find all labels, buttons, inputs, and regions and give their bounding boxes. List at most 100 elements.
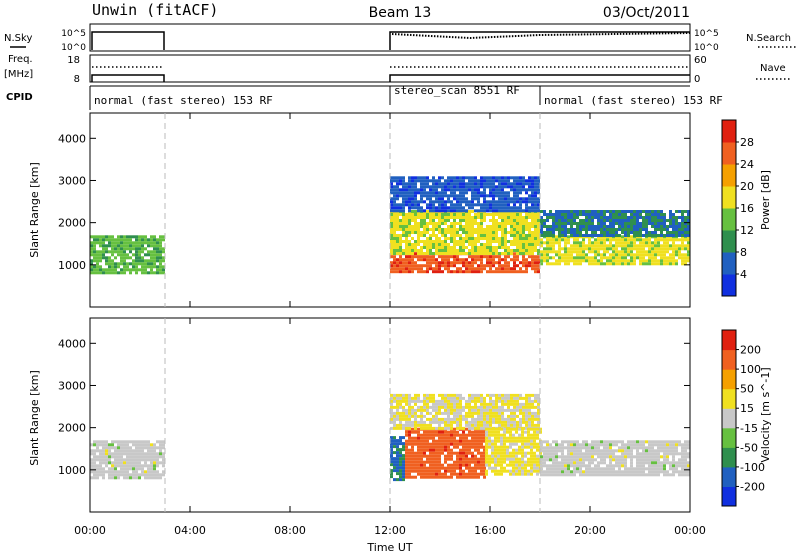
heatmap-cell xyxy=(585,256,588,260)
heatmap-cell xyxy=(405,200,408,204)
heatmap-cell xyxy=(141,262,144,266)
heatmap-cell xyxy=(512,466,515,470)
heatmap-cell xyxy=(540,228,543,231)
heatmap-cell xyxy=(495,252,498,255)
heatmap-cell xyxy=(537,396,540,400)
heatmap-cell xyxy=(426,267,429,271)
heatmap-cell xyxy=(579,219,582,222)
heatmap-cell xyxy=(495,234,498,237)
heatmap-cell xyxy=(414,191,417,195)
heatmap-cell xyxy=(135,476,138,480)
heatmap-cell xyxy=(432,219,435,222)
heatmap-cell xyxy=(525,243,528,246)
heatmap-cell xyxy=(525,246,528,249)
heatmap-cell xyxy=(657,238,660,242)
heatmap-cell xyxy=(438,179,441,183)
heatmap-cell xyxy=(453,225,456,228)
heatmap-cell xyxy=(579,452,582,456)
heatmap-cell xyxy=(399,261,402,265)
heatmap-cell xyxy=(525,206,528,210)
heatmap-cell xyxy=(123,262,126,266)
heatmap-cell xyxy=(513,396,516,400)
heatmap-cell xyxy=(546,464,549,468)
heatmap-cell xyxy=(528,411,531,415)
heatmap-cell xyxy=(450,188,453,192)
heatmap-cell xyxy=(447,231,450,234)
heatmap-cell xyxy=(105,458,108,462)
heatmap-cell xyxy=(500,469,503,473)
heatmap-cell xyxy=(120,461,123,465)
heatmap-cell xyxy=(477,209,480,213)
heatmap-cell xyxy=(485,430,488,434)
heatmap-cell xyxy=(408,228,411,231)
heatmap-cell xyxy=(429,261,432,265)
heatmap-cell xyxy=(417,414,420,418)
heatmap-cell xyxy=(468,448,471,452)
heatmap-cell xyxy=(519,231,522,234)
heatmap-cell xyxy=(561,461,564,465)
heatmap-cell xyxy=(126,265,129,269)
heatmap-cell xyxy=(450,225,453,228)
heatmap-cell xyxy=(417,454,420,458)
heatmap-cell xyxy=(162,464,165,468)
heatmap-cell xyxy=(603,440,606,444)
heatmap-cell xyxy=(507,179,510,183)
heatmap-cell xyxy=(624,225,627,228)
heatmap-cell xyxy=(423,402,426,406)
heatmap-cell xyxy=(654,473,657,477)
heatmap-cell xyxy=(408,423,411,427)
heatmap-cell xyxy=(567,473,570,477)
heatmap-cell xyxy=(651,446,654,450)
heatmap-cell xyxy=(399,457,402,461)
heatmap-cell xyxy=(498,179,501,183)
heatmap-cell xyxy=(537,243,540,246)
heatmap-cell xyxy=(501,246,504,249)
heatmap-cell xyxy=(627,470,630,474)
heatmap-cell xyxy=(462,460,465,464)
heatmap-cell xyxy=(408,243,411,246)
heatmap-cell xyxy=(396,414,399,418)
heatmap-cell xyxy=(411,475,414,479)
heatmap-cell xyxy=(624,241,627,245)
heatmap-cell xyxy=(494,433,497,437)
heatmap-cell xyxy=(588,449,591,453)
heatmap-cell xyxy=(138,464,141,468)
heatmap-cell xyxy=(639,234,642,237)
heatmap-cell xyxy=(414,176,417,180)
heatmap-cell xyxy=(411,427,414,431)
heatmap-cell xyxy=(474,182,477,186)
heatmap-cell xyxy=(657,446,660,450)
heatmap-cell xyxy=(627,210,630,213)
heatmap-cell xyxy=(498,176,501,180)
heatmap-cell xyxy=(618,228,621,231)
heatmap-cell xyxy=(438,408,441,412)
heatmap-cell xyxy=(642,241,645,245)
heatmap-cell xyxy=(549,213,552,216)
heatmap-cell xyxy=(477,216,480,219)
heatmap-cell xyxy=(459,213,462,216)
heatmap-cell xyxy=(639,440,642,444)
heatmap-cell xyxy=(570,473,573,477)
heatmap-cell xyxy=(543,250,546,254)
heatmap-cell xyxy=(453,270,456,274)
heatmap-cell xyxy=(462,417,465,421)
heatmap-cell xyxy=(488,457,491,461)
heatmap-cell xyxy=(429,200,432,204)
heatmap-cell xyxy=(558,216,561,219)
heatmap-cell xyxy=(438,439,441,443)
heatmap-cell xyxy=(414,213,417,216)
heatmap-cell xyxy=(132,443,135,447)
heatmap-cell xyxy=(519,393,522,397)
heatmap-cell xyxy=(450,249,453,252)
heatmap-cell xyxy=(102,241,105,245)
heatmap-cell xyxy=(516,234,519,237)
heatmap-cell xyxy=(465,209,468,213)
heatmap-cell xyxy=(552,449,555,453)
heatmap-cell xyxy=(618,250,621,254)
heatmap-cell xyxy=(555,446,558,450)
heatmap-cell xyxy=(471,475,474,479)
heatmap-cell xyxy=(456,414,459,418)
heatmap-cell xyxy=(552,231,555,234)
heatmap-cell xyxy=(111,244,114,248)
heatmap-cell xyxy=(534,411,537,415)
